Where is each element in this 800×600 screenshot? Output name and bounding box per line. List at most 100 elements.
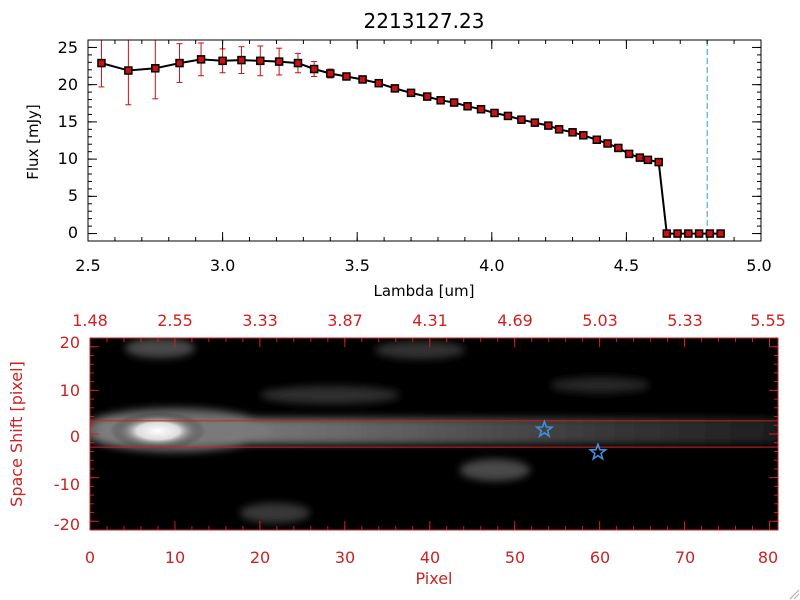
y-tick-label: 5: [68, 186, 78, 205]
data-point: [503, 111, 513, 121]
noise-blob: [260, 386, 400, 404]
chart-title: 2213127.23: [364, 9, 485, 33]
data-point: [463, 102, 472, 111]
spectrum-plot-area: [97, 40, 725, 241]
errorbars: [98, 40, 662, 165]
data-point: [662, 229, 672, 238]
data-point: [406, 88, 416, 98]
x-tick-label: 80: [758, 548, 778, 567]
data-point: [274, 57, 284, 66]
spectrum-line: [101, 58, 721, 235]
y-tick-label: 15: [58, 112, 78, 131]
x-tick-label: 20: [250, 548, 270, 567]
data-point: [716, 229, 725, 238]
data-point: [342, 72, 351, 81]
data-point: [124, 66, 133, 75]
y-tick-label: 0: [70, 427, 80, 446]
data-point: [673, 229, 682, 238]
data-point: [603, 139, 612, 148]
y-tick-label: -10: [54, 475, 80, 494]
top-tick-label: 5.03: [582, 311, 618, 330]
data-point: [436, 96, 445, 105]
top-tick-label: 1.48: [72, 311, 108, 330]
data-point: [256, 56, 265, 66]
data-point: [544, 121, 553, 130]
data-point: [422, 92, 432, 101]
x-tick-label: 2.5: [75, 256, 100, 275]
x-tick-label: 30: [335, 548, 355, 567]
trace-core: [110, 412, 206, 450]
top-tick-label: 2.55: [157, 311, 193, 330]
data-point: [293, 58, 303, 68]
data-point: [196, 55, 206, 64]
data-point: [490, 108, 499, 118]
data-point: [643, 155, 653, 165]
data-point: [390, 84, 400, 93]
data-point: [614, 143, 623, 153]
noise-blob: [125, 338, 195, 358]
star-marker: [534, 419, 555, 439]
resize-grip-line: [789, 589, 800, 600]
data-point: [624, 149, 634, 159]
y-tick-label: 10: [60, 381, 80, 400]
resize-grip[interactable]: [789, 589, 800, 600]
top-tick-label: 5.33: [667, 311, 703, 330]
x-tick-label: 4.5: [614, 256, 639, 275]
x-tick-label: 70: [675, 548, 695, 567]
y-tick-label: -20: [54, 515, 80, 534]
data-point: [237, 55, 246, 65]
y-tick-label: 10: [58, 149, 78, 168]
data-point: [326, 69, 335, 78]
x-tick-label: 60: [590, 548, 610, 567]
data-point: [358, 75, 367, 84]
x-tick-label: 4.0: [479, 256, 504, 275]
x-tick-label: 3.0: [210, 256, 235, 275]
data-point: [374, 78, 383, 88]
y-axis-label: Space Shift [pixel]: [7, 361, 26, 507]
y-tick-label: 20: [58, 75, 78, 94]
data-point: [530, 118, 540, 127]
y-tick-label: 20: [60, 333, 80, 352]
spectrum-panel: 2213127.23 2.5 3.0 3.5 4.0 4.5 5.0 0 5 1…: [24, 9, 772, 300]
data-point: [579, 131, 588, 140]
y-tick-label: 0: [68, 223, 78, 242]
data-point: [554, 125, 564, 134]
noise-blob: [460, 459, 530, 481]
spectrogram-emission: [90, 338, 778, 523]
data-point: [592, 135, 602, 145]
x-tick-label: 0: [85, 548, 95, 567]
top-tick-label: 3.87: [327, 311, 363, 330]
x-tick-label: 50: [505, 548, 525, 567]
spectrum-frame: [87, 39, 762, 242]
y-tick-label: 25: [58, 38, 78, 57]
data-point: [476, 104, 486, 114]
x-axis-label: Pixel: [415, 569, 452, 588]
markers: [534, 419, 608, 461]
data-point: [684, 229, 693, 238]
data-point: [309, 64, 319, 74]
top-tick-label: 4.69: [497, 311, 533, 330]
data-point: [635, 153, 645, 162]
data-point: [694, 229, 704, 238]
x-tick-label: 3.5: [344, 256, 369, 275]
data-point: [449, 98, 459, 107]
data-point: [654, 157, 663, 167]
x-tick-label: 5.0: [746, 256, 771, 275]
x-axis-label: Lambda [um]: [374, 282, 475, 300]
star-marker: [588, 441, 608, 461]
top-tick-label: 5.55: [750, 311, 786, 330]
data-point: [175, 58, 184, 68]
data-point: [705, 229, 715, 238]
spectrum-markers: [97, 55, 725, 238]
resize-grip-line: [793, 593, 800, 600]
top-tick-label: 4.31: [412, 311, 448, 330]
data-point: [218, 56, 227, 66]
noise-blob: [240, 503, 310, 523]
data-point: [517, 115, 526, 124]
x-tick-label: 10: [165, 548, 185, 567]
data-point: [97, 58, 106, 68]
noise-blob: [550, 377, 650, 393]
spectrogram-panel: 1.48 2.55 3.33 3.87 4.31 4.69 5.03 5.33 …: [7, 311, 786, 588]
data-point: [568, 128, 577, 137]
